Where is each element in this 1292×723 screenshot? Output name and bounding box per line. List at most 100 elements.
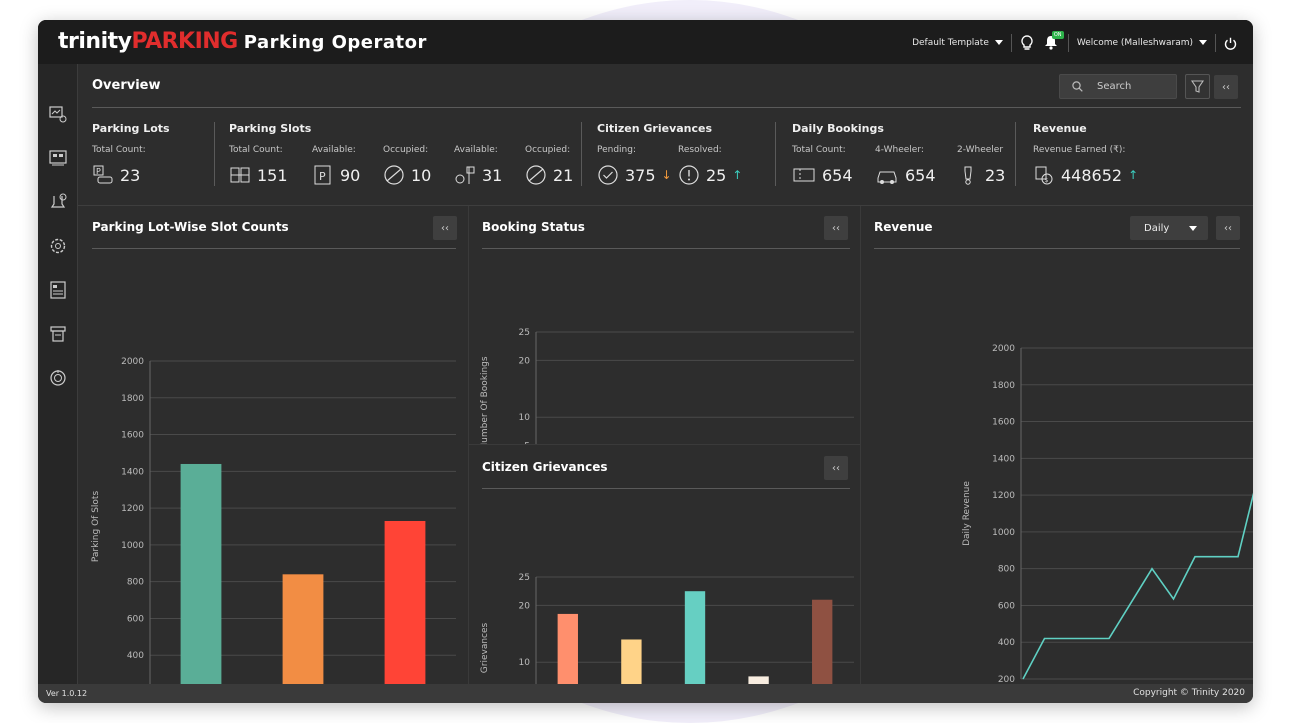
divider xyxy=(482,248,850,249)
logo-product: PARKING xyxy=(131,29,238,54)
collapse-slot-counts-button[interactable]: ‹‹ xyxy=(433,216,457,240)
divider xyxy=(92,107,1241,108)
app-role-title: Parking Operator xyxy=(243,32,427,53)
slots-total: 151 xyxy=(229,164,288,186)
revenue-earned: $ 448652 ↑ xyxy=(1033,164,1138,186)
sidebar-tickets-icon[interactable] xyxy=(48,324,68,344)
y-tick-label: 1400 xyxy=(121,467,144,477)
sidebar-reports-icon[interactable] xyxy=(48,280,68,300)
slots-available-2w-value: 31 xyxy=(482,165,503,185)
bookings-2w: 23 xyxy=(957,164,1005,186)
power-icon[interactable] xyxy=(1224,37,1237,50)
filter-icon xyxy=(1190,80,1205,93)
y-axis-label: Grievances xyxy=(480,622,490,673)
y-tick-label: 1800 xyxy=(992,381,1015,391)
slots-total-value: 151 xyxy=(257,165,288,185)
top-right-controls: Default Template ON Welcome (Malleshwara… xyxy=(912,31,1237,52)
grievances-resolved-label: Resolved: xyxy=(678,145,722,155)
grievances-pending-label: Pending: xyxy=(597,145,637,155)
slots-available-4w: P 90 xyxy=(312,164,360,186)
bookings-2w-value: 23 xyxy=(985,165,1006,185)
y-tick-label: 400 xyxy=(127,651,144,661)
grievances-resolved: 25 ↑ xyxy=(678,164,742,186)
collapse-booking-status-button[interactable]: ‹‹ xyxy=(824,216,848,240)
divider xyxy=(1010,34,1012,52)
collapse-revenue-button[interactable]: ‹‹ xyxy=(1216,216,1240,240)
bar xyxy=(557,613,578,684)
revenue-period-select[interactable]: Daily xyxy=(1130,216,1208,240)
main-content: Overview Search ‹‹ Parking Lots Total Co… xyxy=(78,64,1253,684)
y-tick-label: 600 xyxy=(998,601,1015,611)
y-tick-label: 10 xyxy=(519,658,531,668)
check-circle-icon xyxy=(598,165,618,185)
overview-title: Overview xyxy=(92,78,161,93)
divider xyxy=(1215,34,1216,52)
sidebar-alerts-icon[interactable] xyxy=(48,192,68,212)
collapse-grievances-button[interactable]: ‹‹ xyxy=(824,456,848,480)
divider xyxy=(874,248,1240,249)
divider xyxy=(214,122,215,186)
booking-status-title: Booking Status xyxy=(482,220,585,234)
parking-lot-icon: P xyxy=(93,165,113,184)
y-tick-label: 200 xyxy=(998,675,1015,684)
sidebar-settings-icon[interactable] xyxy=(48,236,68,256)
user-menu[interactable]: Welcome (Malleshwaram) xyxy=(1077,38,1207,48)
chevron-left-double-icon: ‹‹ xyxy=(441,222,449,234)
grievances-pending: 375 ↓ xyxy=(597,164,672,186)
divider xyxy=(468,206,469,684)
sidebar-dashboard-icon[interactable] xyxy=(48,104,68,124)
version-label: Ver 1.0.12 xyxy=(46,689,88,698)
car-icon xyxy=(877,171,897,184)
bookings-4w-label: 4-Wheeler: xyxy=(875,145,924,155)
filter-button[interactable] xyxy=(1185,74,1210,99)
slots-occupied-4w-label: Occupied: xyxy=(383,145,429,155)
y-tick-label: 1600 xyxy=(121,431,144,441)
template-selector[interactable]: Default Template xyxy=(912,38,1003,48)
slots-occupied-4w: 10 xyxy=(383,164,431,186)
collapse-overview-button[interactable]: ‹‹ xyxy=(1214,75,1238,99)
y-tick-label: 1000 xyxy=(992,528,1015,538)
grievances-summary-title: Citizen Grievances xyxy=(597,122,713,135)
slots-available-2w-label: Available: xyxy=(454,145,498,155)
y-tick-label: 600 xyxy=(127,614,144,624)
grievances-panel-title: Citizen Grievances xyxy=(482,460,608,474)
sidebar-parking-lots-icon[interactable] xyxy=(48,148,68,168)
bar xyxy=(748,676,769,684)
y-tick-label: 1400 xyxy=(992,454,1015,464)
bar xyxy=(180,463,222,684)
divider xyxy=(860,206,861,684)
template-label: Default Template xyxy=(912,38,989,48)
parking-slots-title: Parking Slots xyxy=(229,122,312,135)
notification-bell-icon[interactable]: ON xyxy=(1044,31,1064,51)
lightbulb-icon[interactable] xyxy=(1020,35,1034,51)
slots-available-2w: 31 xyxy=(454,164,502,186)
sidebar xyxy=(38,64,78,684)
divider xyxy=(469,444,860,445)
revenue-earned-label: Revenue Earned (₹): xyxy=(1033,145,1126,155)
divider xyxy=(92,248,456,249)
parking-lots-total: P 23 xyxy=(92,164,140,186)
welcome-label: Welcome (Malleshwaram) xyxy=(1076,38,1193,48)
logo-brand: trinity xyxy=(58,29,132,54)
revenue-period-value: Daily xyxy=(1144,222,1170,234)
copyright-label: Copyright © Trinity 2020 xyxy=(1133,688,1245,698)
chevron-left-double-icon: ‹‹ xyxy=(1222,81,1230,93)
bar xyxy=(812,599,833,684)
search-input[interactable]: Search xyxy=(1059,74,1177,99)
slots-available-4w-value: 90 xyxy=(340,165,361,185)
bookings-4w-value: 654 xyxy=(905,165,936,185)
y-tick-label: 25 xyxy=(519,328,530,338)
slot-counts-title: Parking Lot-Wise Slot Counts xyxy=(92,220,289,234)
y-tick-label: 1200 xyxy=(121,504,144,514)
y-axis-label: Daily Revenue xyxy=(962,481,972,546)
slots-grid-icon xyxy=(230,167,250,183)
sidebar-analytics-icon[interactable] xyxy=(48,368,68,388)
y-tick-label: 800 xyxy=(998,565,1015,575)
exclamation-circle-icon xyxy=(679,165,699,185)
divider xyxy=(78,205,1253,206)
arrow-down-icon: ↓ xyxy=(661,168,672,182)
bar xyxy=(684,591,706,684)
booking-status-chart: 05102025Parking LotsNumber Of Bookings xyxy=(480,328,854,444)
y-tick-label: 1600 xyxy=(992,418,1015,428)
bike-parking-icon xyxy=(455,166,475,184)
